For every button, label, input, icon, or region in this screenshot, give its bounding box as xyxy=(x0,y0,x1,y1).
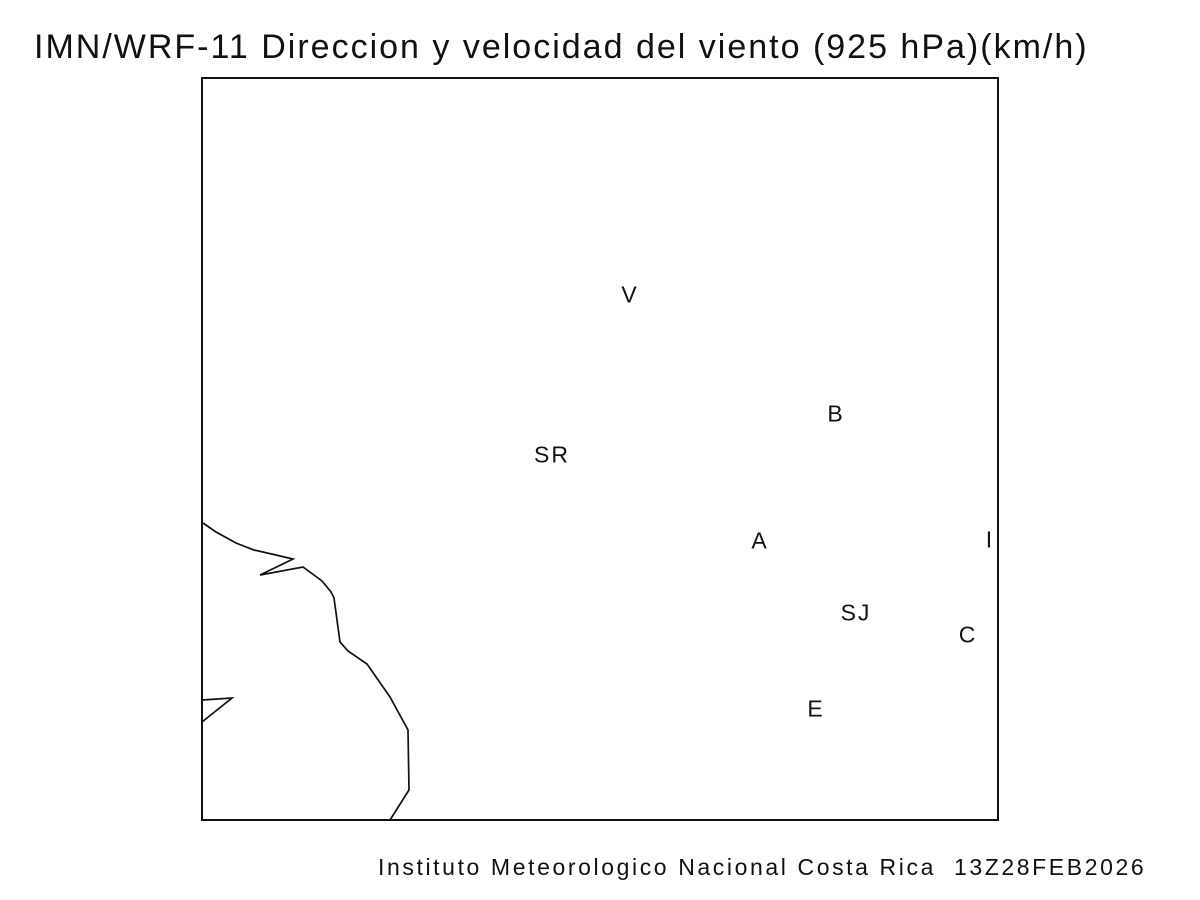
station-label-v: V xyxy=(621,281,639,308)
station-label-sj: SJ xyxy=(840,599,872,626)
footer-caption: Instituto Meteorologico Nacional Costa R… xyxy=(378,854,1147,880)
map-frame xyxy=(201,77,999,821)
station-label-c: C xyxy=(958,621,978,648)
chart-title: IMN/WRF-11 Direccion y velocidad del vie… xyxy=(34,28,1089,66)
station-label-sr: SR xyxy=(534,441,570,468)
station-label-e: E xyxy=(807,695,825,722)
station-label-i: I xyxy=(985,526,995,553)
station-label-a: A xyxy=(751,527,769,554)
station-label-b: B xyxy=(827,400,845,427)
